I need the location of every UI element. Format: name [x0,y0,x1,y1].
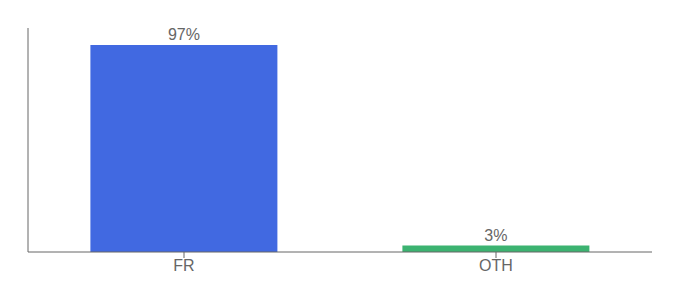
svg-text:97%: 97% [168,26,200,43]
svg-text:FR: FR [173,257,194,274]
svg-text:3%: 3% [484,227,507,244]
svg-text:OTH: OTH [479,257,513,274]
